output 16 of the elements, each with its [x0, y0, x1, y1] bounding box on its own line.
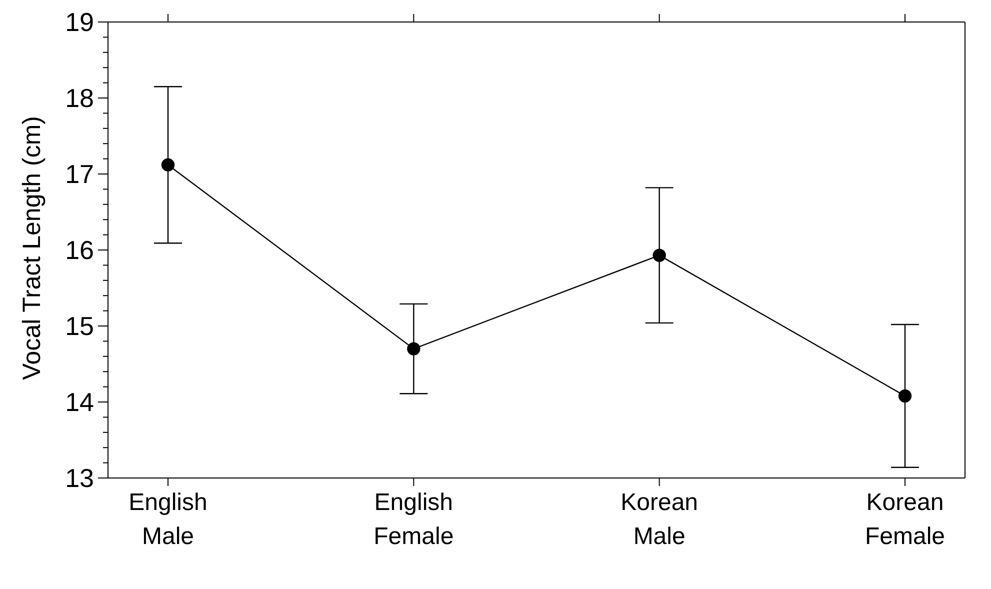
x-tick-label: English Male — [128, 489, 208, 550]
point — [898, 389, 912, 403]
y-axis-title: Vocal Tract Length (cm) — [18, 116, 46, 380]
point — [407, 342, 420, 356]
y-tick-label: 17 — [65, 159, 94, 189]
y-tick-label: 14 — [65, 387, 94, 417]
x-tick-label: Korean Female — [864, 489, 946, 550]
point — [652, 248, 666, 262]
y-tick-label: 15 — [65, 311, 94, 341]
x-tick-label: Korean Male — [620, 489, 698, 550]
y-tick-label: 13 — [65, 463, 94, 493]
y-tick-label: 19 — [65, 7, 94, 37]
point — [161, 158, 175, 172]
y-tick-label: 18 — [65, 83, 94, 113]
y-tick-label: 16 — [65, 235, 94, 265]
x-tick-label: English Female — [374, 489, 454, 550]
